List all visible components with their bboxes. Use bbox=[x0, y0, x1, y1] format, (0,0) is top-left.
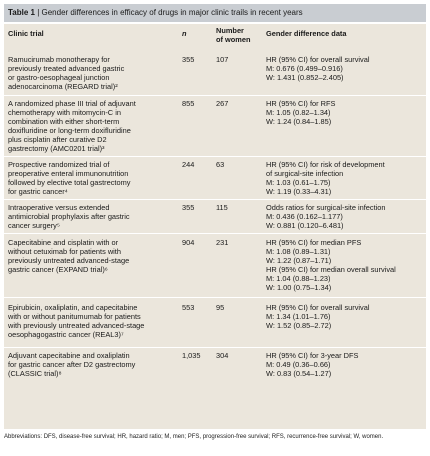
table-label: Table 1 bbox=[8, 8, 35, 17]
row-6-women: 95 bbox=[216, 303, 225, 312]
row-2-trial: A randomized phase III trial of adjuvant… bbox=[8, 99, 136, 154]
row-5-women: 231 bbox=[216, 238, 229, 247]
row-2-data: HR (95% CI) for RFS M: 1.05 (0.82–1.34) … bbox=[266, 99, 336, 127]
row-4-n: 355 bbox=[182, 203, 195, 212]
row-7-n: 1,035 bbox=[182, 351, 201, 360]
row-6-n: 553 bbox=[182, 303, 195, 312]
row-3-data: HR (95% CI) for risk of development of s… bbox=[266, 160, 385, 197]
row-4-data: Odds ratios for surgical-site infection … bbox=[266, 203, 386, 231]
row-5-data: HR (95% CI) for median PFS M: 1.08 (0.89… bbox=[266, 238, 396, 293]
row-6-trial: Epirubicin, oxaliplatin, and capecitabin… bbox=[8, 303, 145, 340]
row-5-trial: Capecitabine and cisplatin with or witho… bbox=[8, 238, 130, 275]
row-1-trial: Ramucirumab monotherapy for previously t… bbox=[8, 55, 125, 92]
header-gender-difference-data: Gender difference data bbox=[266, 29, 347, 38]
row-7-trial: Adjuvant capecitabine and oxaliplatin fo… bbox=[8, 351, 136, 379]
row-3-women: 63 bbox=[216, 160, 225, 169]
table-header-row bbox=[4, 24, 426, 51]
header-clinic-trial: Clinic trial bbox=[8, 29, 44, 38]
row-divider bbox=[4, 199, 426, 200]
row-4-women: 115 bbox=[216, 203, 228, 212]
row-5-n: 904 bbox=[182, 238, 195, 247]
table-footnote: Abbreviations: DFS, disease-free surviva… bbox=[4, 434, 384, 440]
row-3-n: 244 bbox=[182, 160, 195, 169]
row-3-trial: Prospective randomized trial of preopera… bbox=[8, 160, 131, 197]
row-1-women: 107 bbox=[216, 55, 229, 64]
row-divider bbox=[4, 297, 426, 298]
row-7-data: HR (95% CI) for 3-year DFS M: 0.49 (0.36… bbox=[266, 351, 359, 379]
header-number-of-women: Number of women bbox=[216, 26, 251, 45]
table-title: | Gender differences in efficacy of drug… bbox=[34, 8, 303, 17]
row-7-women: 304 bbox=[216, 351, 229, 360]
row-2-women: 267 bbox=[216, 99, 229, 108]
row-1-data: HR (95% CI) for overall survival M: 0.67… bbox=[266, 55, 370, 83]
row-2-n: 855 bbox=[182, 99, 195, 108]
table-title-bar: Table 1 | Gender differences in efficacy… bbox=[4, 4, 426, 22]
row-1-n: 355 bbox=[182, 55, 195, 64]
header-n: n bbox=[182, 29, 187, 38]
row-4-trial: Intraoperative versus extended antimicro… bbox=[8, 203, 130, 231]
row-divider bbox=[4, 156, 426, 157]
table-body bbox=[4, 51, 426, 429]
row-divider bbox=[4, 347, 426, 348]
row-6-data: HR (95% CI) for overall survival M: 1.34… bbox=[266, 303, 370, 331]
row-divider bbox=[4, 233, 426, 234]
row-divider bbox=[4, 95, 426, 96]
